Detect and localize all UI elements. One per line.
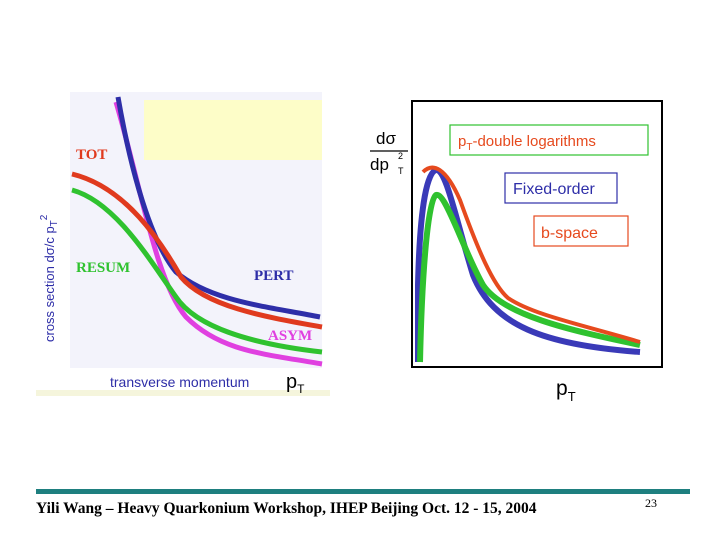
- b-space-label: b-space: [541, 225, 598, 242]
- bottom-band: [36, 390, 330, 396]
- page-number: 23: [645, 496, 657, 510]
- footer-divider: [36, 489, 690, 494]
- green-curve: [417, 192, 641, 363]
- tot-label: TOT: [76, 147, 107, 163]
- x-axis-symbol: pT: [286, 371, 305, 396]
- double-log-label: pT-double logarithms: [458, 133, 596, 153]
- tot-curve: [71, 171, 323, 330]
- x-axis-symbol: pT: [556, 377, 576, 404]
- blue-curve: [415, 167, 641, 362]
- pert-label: PERT: [254, 268, 293, 284]
- double-log-box: [449, 124, 649, 156]
- y-axis-label: cross section dσ/c pT2: [39, 214, 60, 342]
- x-axis-label: transverse momentum: [110, 374, 249, 390]
- fixed-order-label: Fixed-order: [513, 181, 595, 198]
- footer-text: Yili Wang – Heavy Quarkonium Workshop, I…: [36, 500, 537, 517]
- resum-curve: [71, 187, 323, 355]
- asym-label: ASYM: [268, 328, 312, 344]
- right-diagram: dσ dp 2 T pT-double logarithms Fixed-ord…: [368, 100, 668, 405]
- highlight-region: [144, 100, 322, 160]
- svg-text:cross section dσ/c pT2: cross section dσ/c pT2: [39, 214, 60, 342]
- y-axis-fraction: dσ dp 2 T: [370, 129, 408, 176]
- left-diagram-svg: TOT RESUM PERT ASYM cross section dσ/c p…: [36, 92, 330, 396]
- right-diagram-svg: dσ dp 2 T pT-double logarithms Fixed-ord…: [370, 100, 663, 404]
- svg-text:dσ: dσ: [376, 129, 396, 148]
- fixed-order-box: [504, 172, 618, 204]
- red-curve: [421, 165, 641, 344]
- b-space-box: [533, 215, 629, 247]
- svg-text:T: T: [398, 166, 404, 176]
- left-diagram: TOT RESUM PERT ASYM cross section dσ/c p…: [36, 92, 330, 398]
- svg-text:2: 2: [398, 151, 403, 161]
- resum-label: RESUM: [76, 260, 130, 276]
- svg-text:dp: dp: [370, 155, 389, 174]
